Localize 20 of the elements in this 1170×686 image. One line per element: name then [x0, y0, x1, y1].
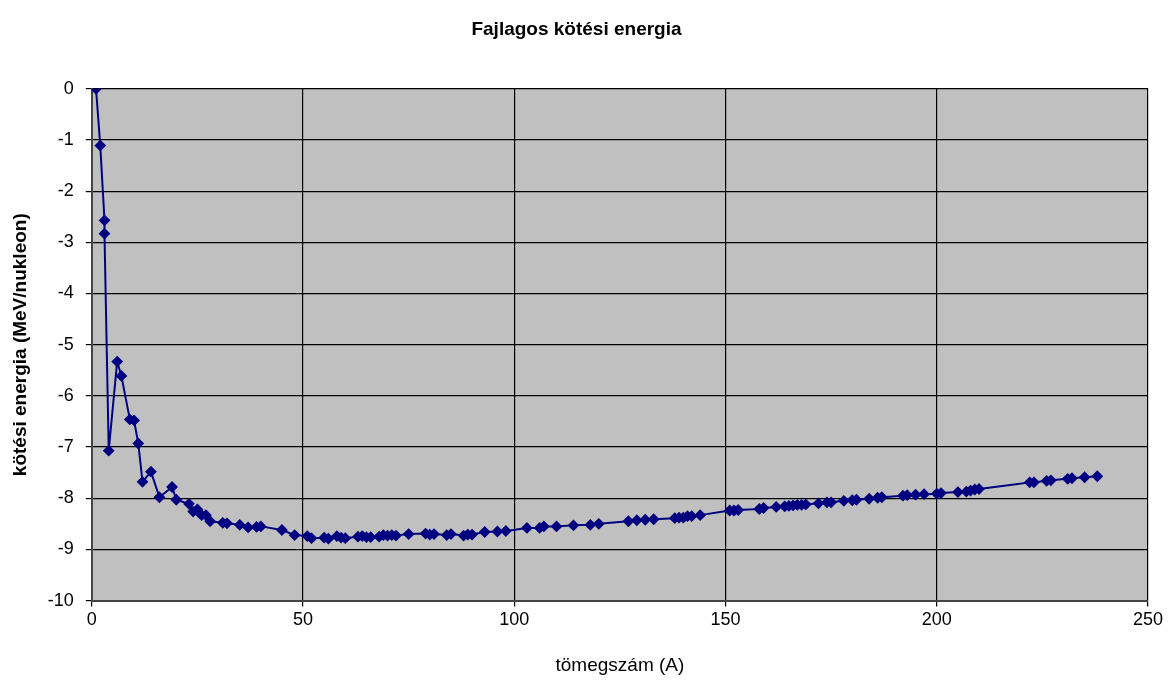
x-tick-label: 200	[921, 609, 952, 630]
y-tick-label: -6	[57, 384, 74, 405]
x-tick-label: 150	[710, 609, 741, 630]
x-tick-label: 0	[86, 609, 97, 630]
y-tick-label: -10	[47, 589, 74, 610]
chart-title: Fajlagos kötési energia	[471, 17, 682, 39]
y-tick-label: -1	[57, 128, 74, 149]
x-axis-title: tömegszám (A)	[555, 653, 685, 675]
x-tick-label: 100	[499, 609, 530, 630]
y-tick-label: -3	[57, 231, 74, 252]
y-tick-label: -8	[57, 487, 74, 508]
x-tick-label: 250	[1132, 609, 1164, 630]
y-tick-label: -7	[57, 436, 74, 457]
y-axis-title: kötési energia (MeV/nukleon)	[8, 213, 30, 477]
x-tick-label: 50	[293, 609, 314, 630]
y-tick-label: -4	[57, 282, 74, 303]
y-tick-label: -9	[57, 538, 74, 559]
y-tick-label: -5	[57, 333, 74, 354]
y-tick-label: -2	[57, 180, 74, 201]
y-tick-label: 0	[63, 77, 74, 98]
